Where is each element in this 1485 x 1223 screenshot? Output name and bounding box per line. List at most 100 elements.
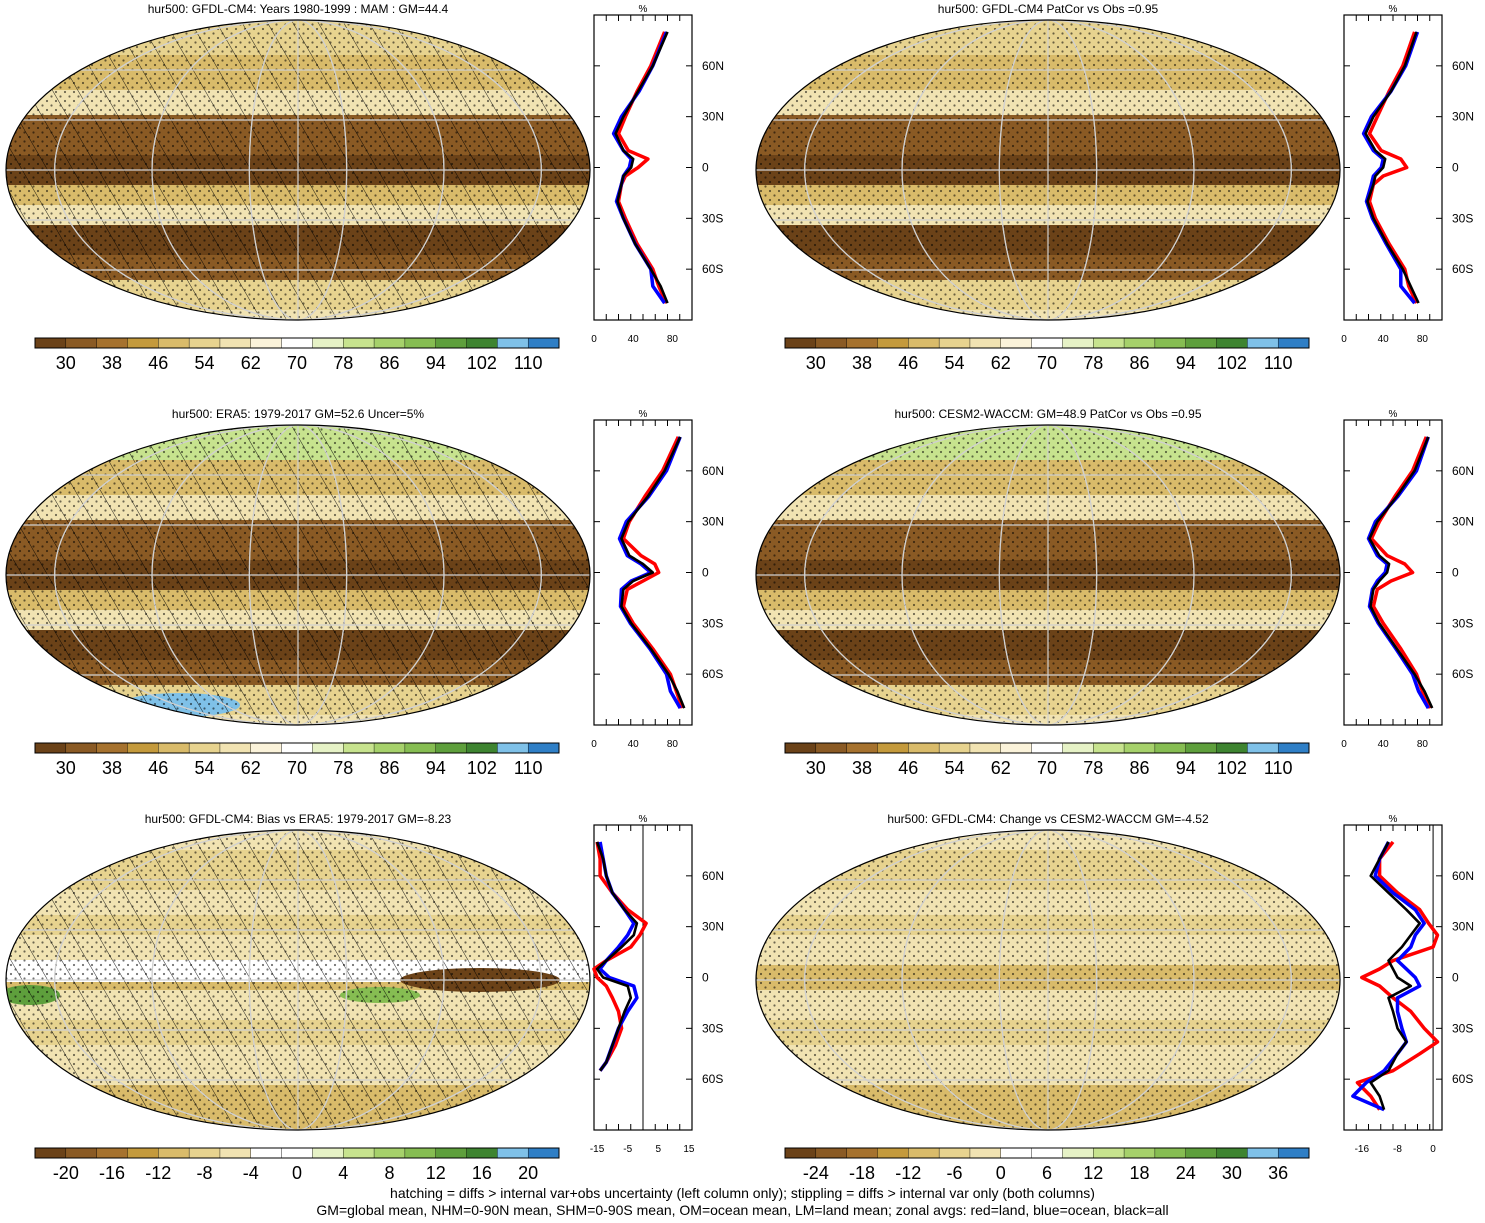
profile-xtick: 0 (591, 334, 597, 345)
colorbar-box (1031, 742, 1063, 754)
colorbar-box (1277, 337, 1310, 349)
colorbar-box (65, 1147, 98, 1159)
colorbar-label: 46 (898, 758, 918, 778)
colorbar-label: 102 (467, 353, 497, 373)
colorbar-box (908, 1147, 940, 1159)
profile-xtick: 40 (628, 334, 640, 345)
colorbar-box (1031, 1147, 1063, 1159)
map-border (5, 19, 591, 321)
colorbar-label: -8 (197, 1163, 213, 1183)
colorbar-label: 102 (467, 758, 497, 778)
colorbar-label: 62 (991, 758, 1011, 778)
profile-line-all (595, 841, 639, 1072)
colorbar-box (127, 1147, 159, 1159)
profile-xtick: 40 (628, 739, 640, 750)
colorbar-box (877, 1147, 909, 1159)
colorbar-box (1216, 1147, 1248, 1159)
colorbar-label: -6 (947, 1163, 963, 1183)
colorbar-label: 110 (514, 758, 543, 778)
colorbar-box (435, 742, 468, 754)
colorbar-label: 30 (56, 758, 76, 778)
colorbar-box (373, 742, 406, 754)
colorbar-box (908, 337, 940, 349)
colorbar-border (784, 742, 1310, 754)
colorbar-box (158, 742, 190, 754)
colorbar-border (784, 337, 1310, 349)
colorbar-box (158, 1147, 190, 1159)
colorbar-box (497, 742, 529, 754)
colorbar-box (938, 742, 971, 754)
colorbar-box (1031, 337, 1063, 349)
profile-xlabel: % (1389, 814, 1398, 825)
profile-xtick: -15 (590, 1144, 605, 1155)
colorbar-label: 54 (195, 758, 215, 778)
profile-xtick: 0 (591, 739, 597, 750)
colorbar-label: 20 (518, 1163, 538, 1183)
colorbar-label: 70 (1037, 758, 1057, 778)
profile-ylabel: 30S (1452, 616, 1473, 630)
profile-xtick: 0 (1341, 739, 1347, 750)
profile-ylabel: 30N (702, 515, 724, 529)
colorbar-label: 86 (1129, 353, 1149, 373)
colorbar-box (969, 1147, 1002, 1159)
colorbar-box (312, 1147, 344, 1159)
colorbar-box (466, 337, 498, 349)
colorbar-label: 38 (102, 353, 122, 373)
profile-xtick: 40 (1378, 739, 1390, 750)
colorbar-box (127, 337, 159, 349)
colorbar-box (815, 742, 848, 754)
colorbar-label: 18 (1129, 1163, 1149, 1183)
colorbar-box (1062, 742, 1094, 754)
profile-xtick: 5 (656, 1144, 662, 1155)
profile-ylabel: 30S (702, 211, 723, 225)
colorbar-label: 94 (426, 353, 446, 373)
colorbar-label: -16 (99, 1163, 125, 1183)
profile-frame (1343, 14, 1443, 321)
panel-4: hur500: CESM2-WACCM: GM=48.9 PatCor vs O… (755, 407, 1474, 778)
colorbar-box (1154, 337, 1187, 349)
colorbar-border (34, 742, 560, 754)
colorbar-box (281, 1147, 313, 1159)
profile-xlabel: % (639, 409, 648, 420)
colorbar-box (877, 337, 909, 349)
colorbar-box (784, 1147, 817, 1159)
colorbar-label: 8 (384, 1163, 394, 1183)
colorbar-box (1216, 742, 1248, 754)
profile-ylabel: 60S (1452, 262, 1473, 276)
profile-xtick: 80 (667, 739, 679, 750)
profile-ylabel: 30S (1452, 211, 1473, 225)
profile-ylabel: 60S (702, 667, 723, 681)
colorbar-label: 102 (1217, 353, 1247, 373)
colorbar-box (527, 337, 560, 349)
colorbar-box (219, 1147, 252, 1159)
profile-ylabel: 30N (1452, 515, 1474, 529)
map-border (5, 424, 591, 726)
profile-ylabel: 30N (1452, 920, 1474, 934)
colorbar-label: 102 (1217, 758, 1247, 778)
colorbar-label: -24 (803, 1163, 829, 1183)
colorbar-box (373, 1147, 406, 1159)
profile-ylabel: 30S (702, 616, 723, 630)
map-field (6, 425, 590, 725)
colorbar-box (1247, 742, 1279, 754)
colorbar-label: 12 (1083, 1163, 1103, 1183)
colorbar-box (373, 337, 406, 349)
colorbar-label: 62 (991, 353, 1011, 373)
profile-line-land (1355, 840, 1440, 1111)
profile-line-all (614, 31, 669, 304)
profile-ylabel: 0 (702, 161, 709, 175)
panel-2: hur500: GFDL-CM4 PatCor vs Obs =0.95 30 38… (755, 2, 1474, 373)
colorbar-label: -12 (895, 1163, 921, 1183)
colorbar-box (1247, 1147, 1279, 1159)
colorbar-label: 70 (1037, 353, 1057, 373)
colorbar-box (969, 742, 1002, 754)
profile-xtick: 80 (667, 334, 679, 345)
colorbar-label: 0 (996, 1163, 1006, 1183)
colorbar-box (815, 337, 848, 349)
panel-1: hur500: GFDL-CM4: Years 1980-1999 : MAM … (5, 2, 724, 373)
colorbar-label: 54 (945, 353, 965, 373)
colorbar-box (281, 742, 313, 754)
colorbar-label: 86 (379, 353, 399, 373)
profile-ylabel: 60S (1452, 1072, 1473, 1086)
